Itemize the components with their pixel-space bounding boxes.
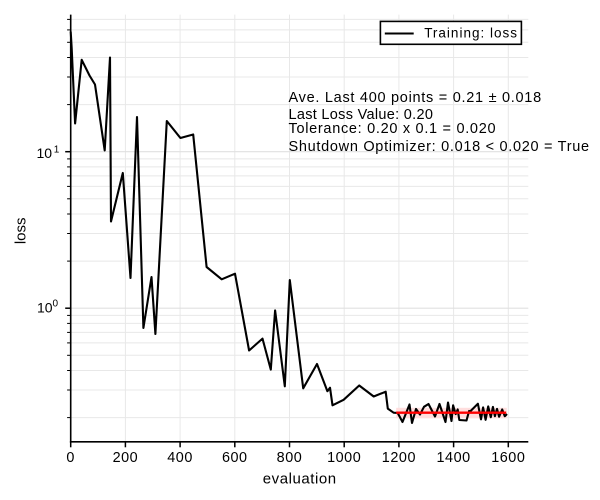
svg-text:1400: 1400	[436, 450, 470, 466]
svg-text:1200: 1200	[382, 450, 416, 466]
svg-text:0: 0	[66, 450, 75, 466]
svg-text:10: 10	[37, 299, 53, 315]
svg-text:1000: 1000	[327, 450, 361, 466]
svg-text:1: 1	[54, 144, 60, 155]
svg-text:10: 10	[37, 145, 53, 161]
svg-text:200: 200	[113, 450, 139, 466]
svg-text:0: 0	[53, 298, 59, 309]
svg-text:Last Loss Value: 0.20: Last Loss Value: 0.20	[289, 107, 434, 123]
svg-text:evaluation: evaluation	[263, 470, 337, 487]
svg-text:400: 400	[167, 450, 193, 466]
svg-text:Training: loss: Training: loss	[424, 25, 518, 40]
svg-text:600: 600	[222, 450, 248, 466]
svg-text:1600: 1600	[491, 450, 525, 466]
svg-text:Tolerance: 0.20 x 0.1 = 0.020: Tolerance: 0.20 x 0.1 = 0.020	[289, 121, 497, 137]
svg-text:loss: loss	[12, 217, 29, 244]
svg-text:Ave. Last 400 points = 0.21 ±: Ave. Last 400 points = 0.21 ± 0.018	[289, 90, 542, 106]
svg-text:Shutdown Optimizer: 0.018 < 0.: Shutdown Optimizer: 0.018 < 0.020 = True	[289, 139, 590, 155]
svg-text:800: 800	[277, 450, 303, 466]
